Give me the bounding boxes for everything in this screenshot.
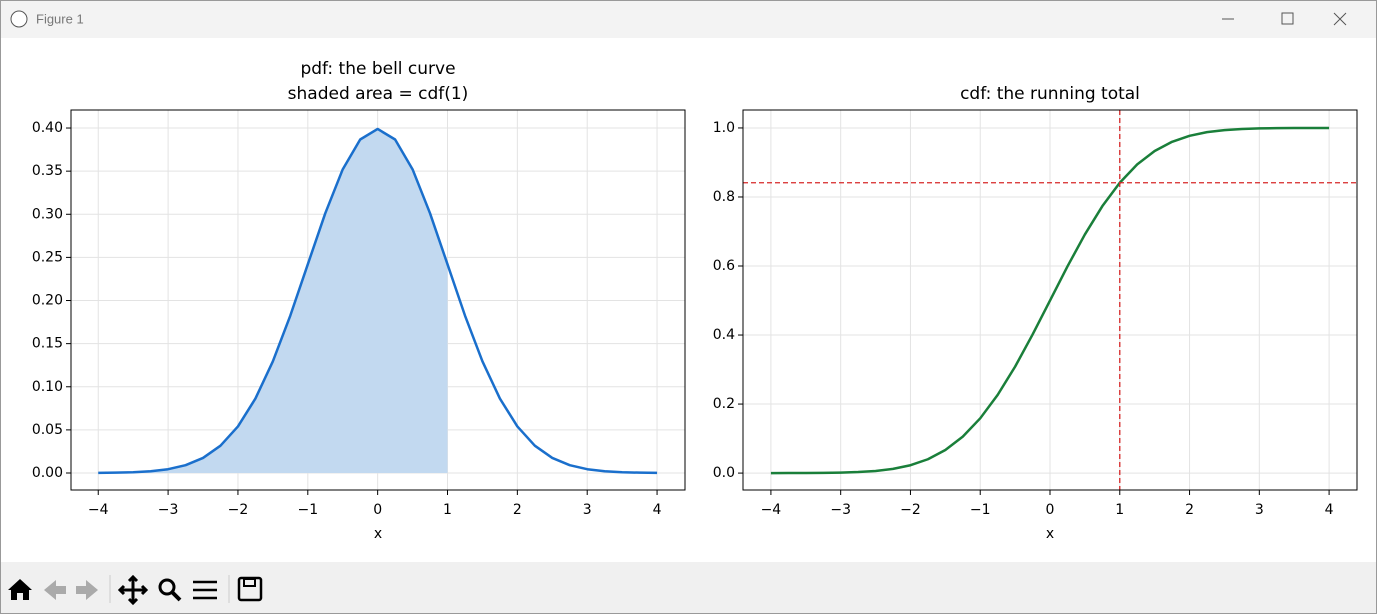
x-tick-label: −4 [761,502,782,518]
y-tick-label: 0.0 [713,465,735,481]
y-tick-label: 0.35 [32,163,63,179]
toolbar [0,562,1377,614]
save-icon-part [243,578,256,587]
x-tick-label: 0 [373,502,382,518]
y-tick-label: 1.0 [713,120,735,136]
x-tick-label: 0 [1046,502,1055,518]
x-axis-label: x [1046,526,1054,542]
y-tick-label: 0.15 [32,336,63,352]
x-tick-label: 2 [513,502,522,518]
configure-button[interactable] [193,580,217,600]
pan-button[interactable] [117,574,149,606]
x-tick-label: −3 [830,502,851,518]
y-tick-label: 0.20 [32,293,63,309]
y-tick-label: 0.4 [713,327,735,343]
x-tick-label: 2 [1185,502,1194,518]
chart-subtitle: shaded area = cdf(1) [288,84,469,104]
x-tick-label: −3 [158,502,179,518]
y-tick-label: 0.8 [713,189,735,205]
x-tick-label: −4 [88,502,109,518]
x-tick-label: 1 [443,502,452,518]
zoom-button[interactable] [158,578,176,596]
x-tick-label: 3 [583,502,592,518]
axes-frame [70,109,686,491]
close-button[interactable] [1333,12,1347,26]
y-tick-label: 0.00 [32,465,63,481]
maximize-button[interactable] [1281,12,1294,25]
x-axis-label: x [374,526,382,542]
y-tick-label: 0.30 [32,206,63,222]
zoom-handle [170,590,182,602]
x-tick-label: −2 [228,502,249,518]
y-tick-label: 0.2 [713,396,735,412]
y-tick-label: 0.6 [713,258,735,274]
x-tick-label: 3 [1255,502,1264,518]
x-tick-label: −1 [297,502,318,518]
line [770,126,1330,475]
x-tick-label: 4 [653,502,662,518]
x-tick-label: 4 [1325,502,1334,518]
title-bar [0,0,1377,38]
axes-frame [742,109,1358,491]
chart-title: pdf: the bell curve [300,59,455,79]
x-tick-label: −1 [970,502,991,518]
x-tick-label: 1 [1115,502,1124,518]
forward-button[interactable] [76,580,98,600]
line [98,127,658,475]
app-icon [10,10,28,28]
y-tick-label: 0.25 [32,249,63,265]
window-title: Figure 1 [36,11,84,26]
y-tick-label: 0.10 [32,379,63,395]
x-tick-label: −2 [900,502,921,518]
chart-title: cdf: the running total [960,84,1140,104]
y-tick-label: 0.05 [32,422,63,438]
shaded-area [98,128,448,474]
back-button[interactable] [44,580,66,600]
home-button[interactable] [8,579,32,600]
y-tick-label: 0.40 [32,120,63,136]
